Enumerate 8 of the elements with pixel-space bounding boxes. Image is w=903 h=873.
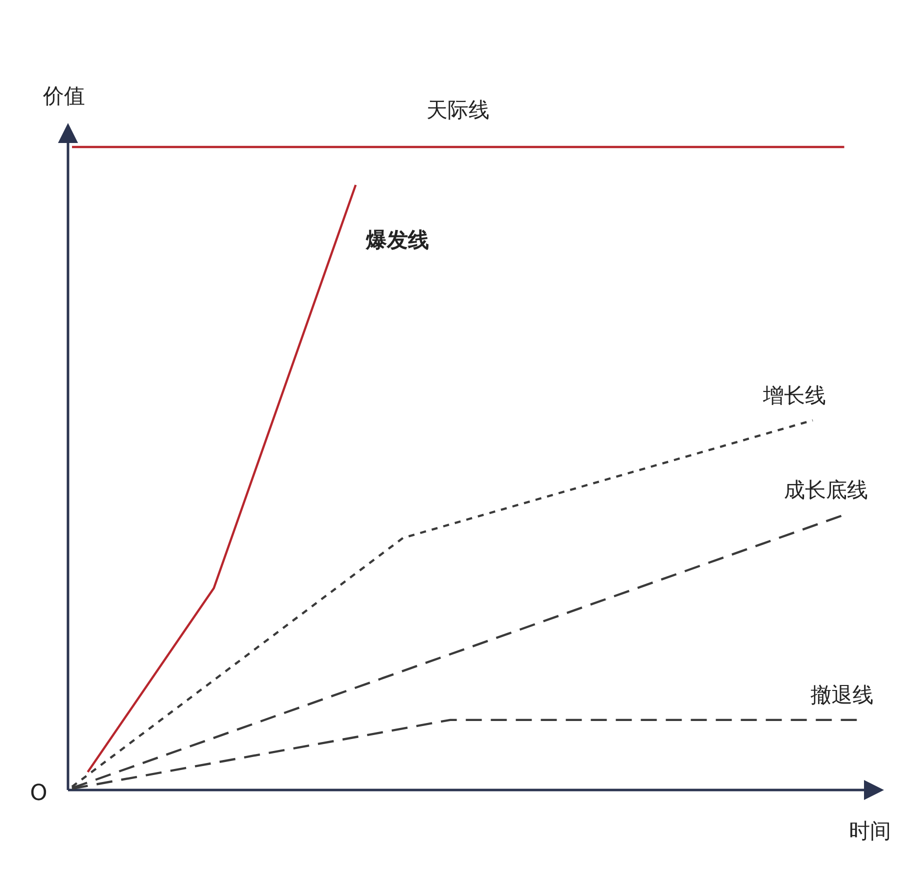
text: O [30,781,48,806]
y-axis-title: 价值 [42,84,85,108]
series-label: 天际线 [426,98,490,122]
series-label: 爆发线 [365,228,430,252]
series-label: 增长线 [762,383,826,408]
series-label: 成长底线 [784,478,868,502]
series-label: 撤退线 [810,682,874,707]
x-axis-title: 时间 [849,819,891,843]
